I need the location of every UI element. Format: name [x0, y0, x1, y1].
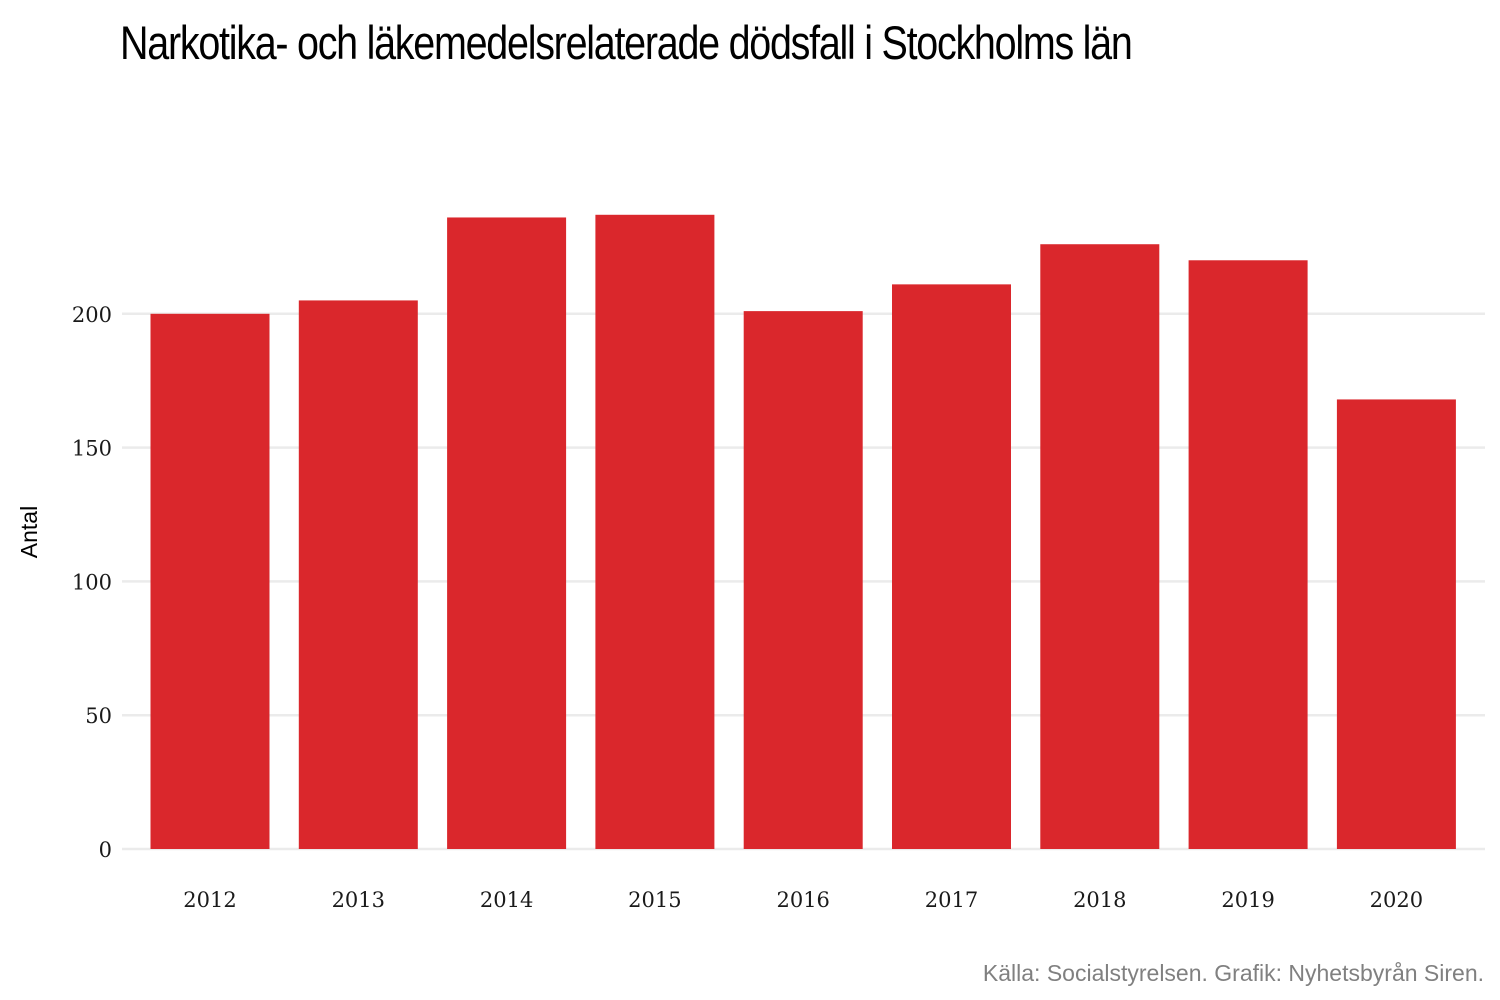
bar-2012 — [150, 313, 270, 849]
x-tick-label: 2016 — [776, 888, 829, 912]
bars — [150, 214, 1456, 850]
y-tick-label: 200 — [72, 303, 112, 327]
source-caption: Källa: Socialstyrelsen. Grafik: Nyhetsby… — [982, 960, 1484, 986]
x-axis-ticks: 2012 2013 2014 2015 2016 2017 2018 2019 2020 — [183, 888, 1423, 912]
chart-title: Narkotika- och läkemedelsrelaterade döds… — [120, 16, 1133, 69]
bar-2015 — [595, 214, 715, 850]
y-tick-label: 0 — [99, 838, 112, 862]
bar-2018 — [1040, 244, 1160, 849]
x-tick-label: 2013 — [332, 888, 385, 912]
y-tick-label: 50 — [85, 704, 112, 728]
y-tick-label: 150 — [72, 437, 112, 461]
y-axis-ticks: 0 50 100 150 200 — [72, 303, 112, 862]
x-tick-label: 2012 — [183, 888, 236, 912]
bar-2013 — [298, 300, 418, 849]
bar-2016 — [743, 311, 863, 849]
bar-2017 — [892, 284, 1011, 849]
bar-2014 — [447, 217, 567, 850]
bar-2019 — [1188, 260, 1308, 849]
x-tick-label: 2019 — [1221, 888, 1274, 912]
y-tick-label: 100 — [72, 570, 112, 594]
x-tick-label: 2017 — [925, 888, 978, 912]
x-tick-label: 2015 — [628, 888, 681, 912]
x-tick-label: 2014 — [480, 888, 533, 912]
x-tick-label: 2018 — [1073, 888, 1126, 912]
y-axis-title: Antal — [16, 506, 42, 558]
bar-2020 — [1336, 399, 1456, 849]
x-tick-label: 2020 — [1370, 888, 1423, 912]
